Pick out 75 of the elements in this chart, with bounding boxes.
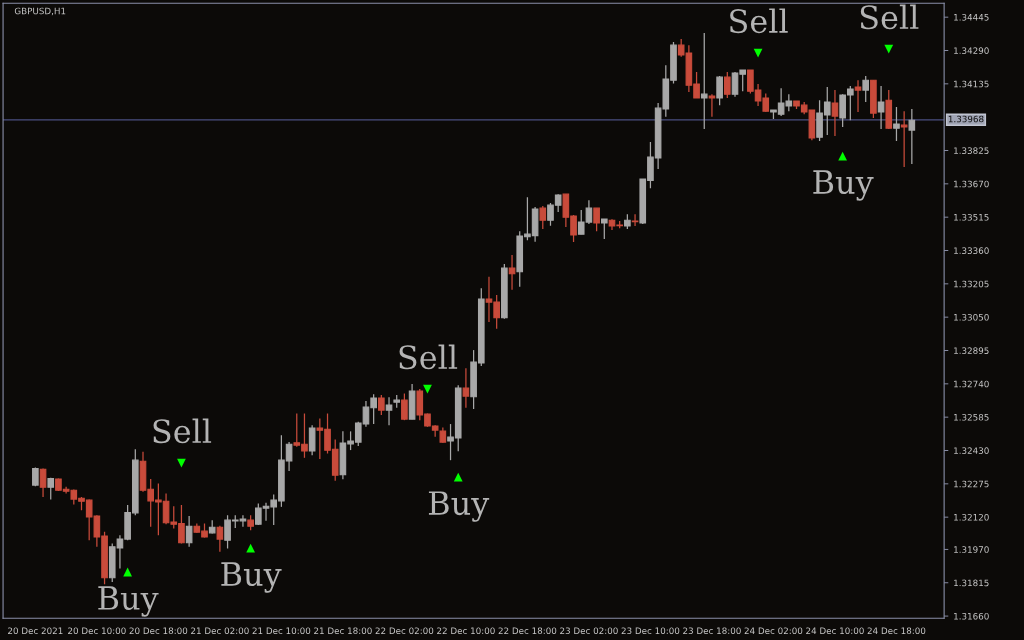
candlestick [631,213,639,227]
candlestick [401,392,408,421]
candlestick [600,218,608,240]
x-tick-label: 23 Dec 02:00 [560,627,618,635]
candlestick [308,424,316,456]
x-tick-label: 22 Dec 18:00 [498,627,557,635]
y-tick-label: 1.32430 [954,447,989,454]
candlestick [700,32,708,130]
data-label: Sell [860,4,919,30]
y-tick-label: 1.34135 [954,80,989,88]
data-label: Buy [428,491,490,522]
candlestick [508,254,516,291]
y-tick-label: 1.32120 [954,514,989,521]
point [123,567,133,577]
candlestick [185,515,193,548]
candlestick [908,108,916,165]
candlestick [831,89,839,137]
candlestick [893,106,900,142]
data-label: Buy [813,170,874,201]
candlestick [39,467,47,498]
point [177,458,186,468]
y-tick-label: 1.33515 [954,214,989,221]
candlestick [716,75,723,106]
y-tick-label: 1.33360 [954,247,989,254]
point [838,151,848,161]
data-label: Buy [98,586,159,617]
candlestick [708,93,716,118]
x-tick-label: 20 Dec 2021 [8,627,63,635]
x-tick-label: 21 Dec 10:00 [252,627,311,635]
y-tick-label: 1.34445 [954,14,989,21]
data-label: Sell [399,344,458,370]
point [884,44,894,54]
point [753,48,763,58]
x-tick-label: 23 Dec 18:00 [683,627,741,635]
y-tick-label: 1.31815 [954,579,989,587]
x-tick-label: 20 Dec 10:00 [68,627,126,635]
y-tick-label: 1.33825 [954,147,989,154]
candlestick [539,205,547,230]
y-tick-label: 1.33050 [954,314,989,321]
y-tick-label: 1.32895 [954,347,989,354]
candlestick [385,396,393,426]
y-tick-label: 1.31660 [954,612,989,620]
x-tick-label: 24 Dec 18:00 [867,627,926,635]
data-label: Sell [730,8,788,34]
x-tick-label: 22 Dec 10:00 [437,627,495,635]
x-tick-label: 24 Dec 10:00 [806,627,864,635]
x-tick-label: 23 Dec 10:00 [621,627,680,635]
y-tick-label: 1.34290 [954,47,989,54]
candlestick [723,71,731,99]
candlestick [877,85,885,130]
y-tick-label: 1.32740 [954,380,989,388]
point [246,543,256,553]
candlestick [378,394,385,416]
candlestick [900,110,908,168]
candlestick [862,75,870,103]
x-tick-label: 22 Dec 02:00 [375,627,434,635]
ref-line-label: 1.33968 [948,115,984,123]
x-tick-label: 21 Dec 02:00 [191,627,249,635]
point [453,472,463,482]
y-tick-label: 1.31970 [954,546,989,553]
chart-title: GBPUSD,H1 [14,7,66,16]
data-label: Sell [153,418,212,444]
candlestick [593,207,600,232]
point [423,384,432,394]
y-tick-label: 1.32275 [954,480,989,488]
data-label: Buy [221,562,282,593]
x-tick-label: 24 Dec 02:00 [744,627,803,635]
candlestick [462,367,470,409]
candlestick [854,79,862,113]
y-tick-label: 1.32585 [954,414,989,421]
y-tick-label: 1.33205 [954,280,989,288]
y-tick-label: 1.33670 [954,180,989,188]
x-tick-label: 20 Dec 18:00 [129,627,188,635]
x-tick-label: 21 Dec 18:00 [314,627,372,635]
candlestick [216,525,224,553]
